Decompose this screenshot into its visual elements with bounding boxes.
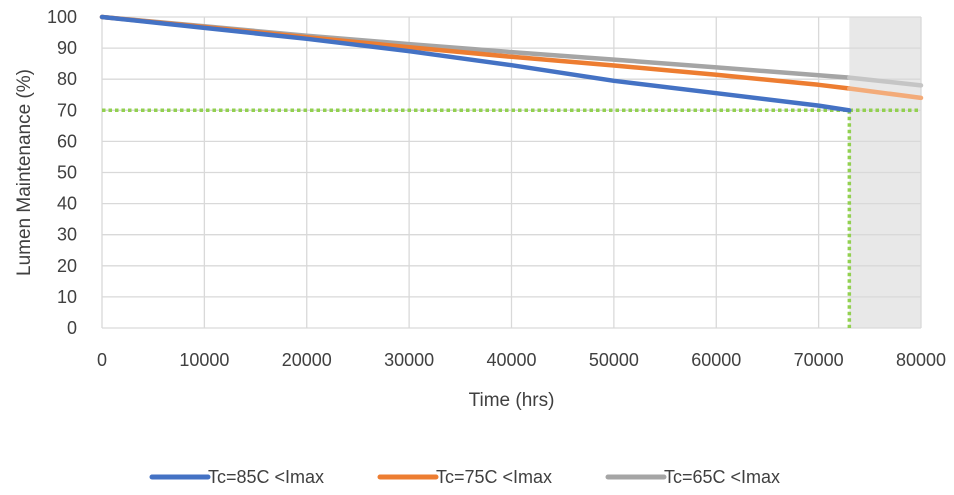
series-projection-tc-75c-imax bbox=[847, 86, 924, 101]
y-tick-label: 70 bbox=[57, 100, 77, 120]
series-projection-tc-65c-imax bbox=[847, 75, 924, 88]
x-tick-label: 0 bbox=[97, 350, 107, 370]
axis-tick-labels: 0 10 20 30 40 50 60 70 80 90 100 0 10000 20000 30000 40… bbox=[47, 7, 946, 370]
x-tick-label: 80000 bbox=[896, 350, 946, 370]
x-tick-label: 50000 bbox=[589, 350, 639, 370]
y-tick-label: 80 bbox=[57, 69, 77, 89]
reference-lines bbox=[102, 108, 921, 328]
x-axis-title: Time (hrs) bbox=[469, 390, 555, 411]
y-tick-label: 50 bbox=[57, 163, 77, 183]
y-tick-label: 60 bbox=[57, 131, 77, 151]
y-axis-title: Lumen Maintenance (%) bbox=[14, 69, 35, 276]
y-tick-label: 100 bbox=[47, 7, 77, 27]
series-lines bbox=[99, 14, 924, 113]
x-tick-label: 70000 bbox=[794, 350, 844, 370]
y-tick-label: 40 bbox=[57, 194, 77, 214]
x-tick-label: 10000 bbox=[179, 350, 229, 370]
x-tick-label: 60000 bbox=[691, 350, 741, 370]
x-tick-label: 30000 bbox=[384, 350, 434, 370]
y-tick-label: 30 bbox=[57, 225, 77, 245]
legend-label-tc-65c-imax: Tc=65C <Imax bbox=[664, 467, 780, 487]
y-tick-label: 90 bbox=[57, 38, 77, 58]
legend-label-tc-75c-imax: Tc=75C <Imax bbox=[436, 467, 552, 487]
y-tick-label: 10 bbox=[57, 287, 77, 307]
legend-label-tc-85c-imax: Tc=85C <Imax bbox=[208, 467, 324, 487]
y-tick-label: 20 bbox=[57, 256, 77, 276]
legend: Tc=85C <Imax Tc=75C <Imax Tc=65C <Imax bbox=[149, 467, 780, 487]
x-tick-label: 40000 bbox=[486, 350, 536, 370]
series-line-tc-85c-imax bbox=[99, 14, 852, 113]
y-tick-label: 0 bbox=[67, 318, 77, 338]
x-tick-label: 20000 bbox=[282, 350, 332, 370]
